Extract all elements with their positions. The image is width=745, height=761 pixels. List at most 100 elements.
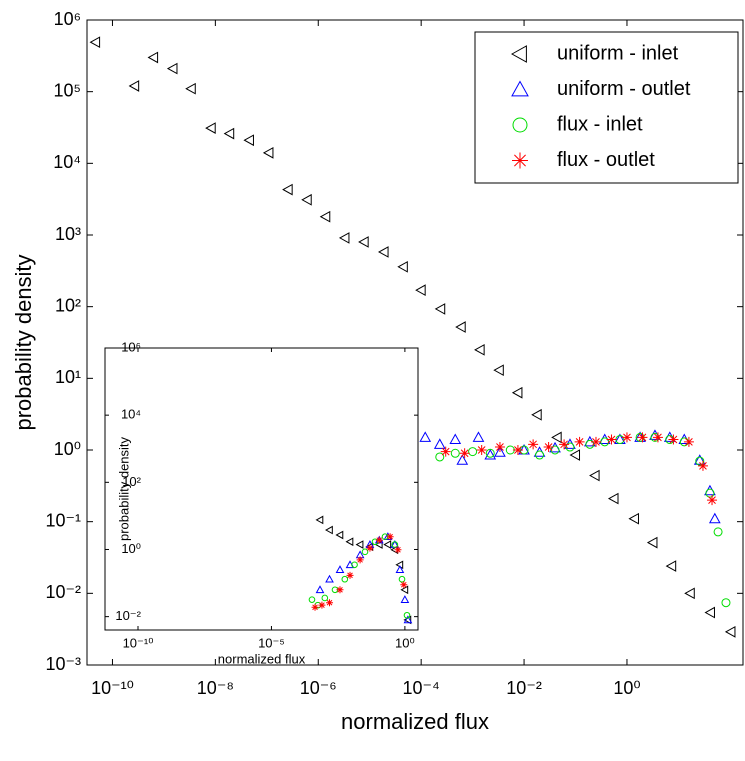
marker xyxy=(705,488,715,498)
marker xyxy=(472,431,485,442)
marker xyxy=(366,544,374,552)
marker xyxy=(606,434,617,445)
marker xyxy=(319,210,331,223)
marker xyxy=(531,408,542,421)
marker xyxy=(590,436,601,447)
marker xyxy=(494,442,505,453)
marker xyxy=(301,193,312,206)
marker xyxy=(707,495,718,506)
marker xyxy=(341,575,349,583)
y-tick-label: 10⁻¹ xyxy=(45,510,81,530)
marker xyxy=(419,431,432,442)
marker xyxy=(324,525,333,535)
marker xyxy=(403,611,411,619)
marker xyxy=(346,571,354,579)
marker xyxy=(378,246,389,258)
marker xyxy=(338,232,350,244)
marker xyxy=(628,512,639,525)
marker xyxy=(147,51,159,64)
marker xyxy=(646,536,658,549)
marker xyxy=(166,62,178,75)
marker xyxy=(565,442,575,452)
marker xyxy=(435,452,445,462)
marker xyxy=(569,449,581,461)
marker xyxy=(321,594,329,602)
marker xyxy=(724,626,736,638)
marker xyxy=(308,596,316,603)
x-tick-label: 10⁰ xyxy=(395,635,415,650)
markers xyxy=(89,36,736,638)
x-tick-label: 10⁻⁵ xyxy=(258,635,285,650)
y-axis-label: probability density xyxy=(116,436,131,541)
marker xyxy=(315,515,324,525)
y-tick-label: 10⁵ xyxy=(54,80,81,100)
legend-marker xyxy=(510,45,527,63)
marker xyxy=(223,127,235,140)
x-tick-label: 10⁻⁶ xyxy=(300,678,337,698)
marker xyxy=(459,448,470,459)
marker xyxy=(395,565,405,573)
marker xyxy=(282,183,293,196)
marker xyxy=(383,540,392,549)
marker xyxy=(708,512,721,524)
marker xyxy=(551,431,562,444)
marker xyxy=(468,447,478,457)
marker xyxy=(697,460,708,471)
marker xyxy=(663,431,676,442)
legend-label: uniform - outlet xyxy=(557,78,691,100)
marker xyxy=(494,446,506,457)
marker xyxy=(713,527,723,537)
marker xyxy=(607,492,619,505)
marker xyxy=(318,601,326,609)
y-tick-label: 10⁻³ xyxy=(45,654,81,674)
marker xyxy=(449,433,462,445)
marker xyxy=(621,432,632,443)
legend: uniform - inlet uniform - outlet flux - in… xyxy=(474,31,739,184)
marker xyxy=(476,445,487,455)
y-tick-label: 10⁻² xyxy=(115,608,141,623)
y-tick-label: 10⁴ xyxy=(121,407,141,422)
marker xyxy=(474,343,485,356)
plot-area xyxy=(104,347,419,631)
x-tick-label: 10⁻² xyxy=(506,678,542,698)
legend-label: flux - inlet xyxy=(557,113,643,135)
marker xyxy=(484,449,497,460)
legend-marker xyxy=(512,117,528,133)
y-tick-label: 10⁶ xyxy=(54,9,81,29)
x-tick-label: 10⁰ xyxy=(613,678,640,698)
y-tick-label: 10⁴ xyxy=(53,152,81,172)
marker xyxy=(415,284,426,297)
marker xyxy=(335,530,344,540)
marker xyxy=(262,147,274,159)
marker xyxy=(311,603,319,611)
x-tick-label: 10⁻⁴ xyxy=(403,678,440,698)
marker xyxy=(455,321,466,333)
marker xyxy=(315,585,325,594)
x-axis-label: normalized flux xyxy=(341,709,489,734)
y-tick-label: 10⁻² xyxy=(45,582,81,602)
marker xyxy=(511,386,523,399)
marker xyxy=(559,439,570,450)
x-tick-label: 10⁻¹⁰ xyxy=(91,678,134,698)
marker xyxy=(695,456,705,466)
marker xyxy=(403,615,413,624)
y-tick-label: 10⁰ xyxy=(121,541,141,556)
marker xyxy=(665,560,677,572)
marker xyxy=(89,36,101,49)
y-tick-label: 10¹ xyxy=(55,367,81,387)
marker xyxy=(400,595,410,603)
marker xyxy=(637,432,648,443)
marker xyxy=(433,438,446,449)
legend-label: uniform - inlet xyxy=(557,42,679,64)
y-tick-label: 10² xyxy=(122,474,141,489)
marker xyxy=(543,442,554,453)
marker xyxy=(721,598,731,608)
marker xyxy=(512,445,523,455)
marker xyxy=(693,454,706,465)
marker xyxy=(351,561,358,569)
marker xyxy=(391,541,399,548)
marker xyxy=(400,585,409,595)
marker xyxy=(355,540,364,549)
marker xyxy=(356,556,364,564)
